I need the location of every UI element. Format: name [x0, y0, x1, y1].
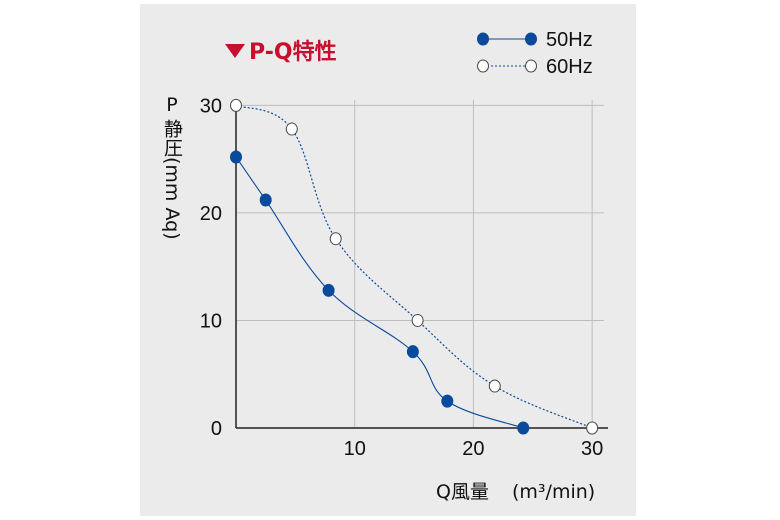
series-point-60hz-4	[488, 379, 501, 393]
y-axis-title-p: P	[166, 94, 177, 116]
axes	[235, 100, 608, 429]
legend-label-60hz: 60Hz	[546, 56, 593, 78]
legend-label-50hz: 50Hz	[546, 29, 593, 51]
y-tick-label-10: 10	[200, 310, 222, 332]
series-line-60hz	[235, 104, 593, 429]
grid-lines	[236, 100, 604, 428]
series-point-50hz-4	[441, 394, 454, 408]
series-point-60hz-0	[230, 98, 242, 112]
x-tick-label-10: 10	[344, 438, 366, 460]
series-point-60hz-2	[329, 232, 342, 246]
series-layer	[230, 98, 599, 435]
series-point-50hz-1	[259, 193, 272, 207]
legend-marker-60hz-1	[525, 59, 537, 73]
series-point-50hz-5	[517, 421, 530, 435]
y-axis-title: 静圧(mm Aq)	[161, 119, 183, 240]
y-tick-label-30: 30	[200, 95, 222, 117]
series-point-60hz-5	[586, 421, 599, 435]
series-point-60hz-3	[411, 313, 424, 327]
chart-title: P-Q特性	[249, 39, 337, 65]
x-axis-unit: (m³/min)	[512, 481, 595, 503]
x-tick-label-20: 20	[462, 438, 484, 460]
x-axis-title: Q風量	[436, 481, 489, 503]
series-point-50hz-0	[230, 150, 242, 164]
title-triangle-marker	[225, 44, 245, 58]
legend-marker-60hz-0	[477, 59, 489, 73]
y-tick-label-0: 0	[211, 418, 222, 440]
series-point-50hz-3	[406, 345, 419, 359]
x-tick-label-30: 30	[581, 438, 603, 460]
series-point-60hz-1	[285, 122, 298, 136]
tick-labels: 0 10 20 30 10 20 30	[200, 95, 604, 460]
series-point-50hz-2	[322, 283, 335, 297]
legend: 50Hz 60Hz	[477, 29, 593, 78]
chart-panel	[140, 4, 636, 516]
legend-marker-50hz-1	[525, 32, 537, 46]
series-line-50hz	[235, 156, 524, 429]
legend-marker-50hz-0	[477, 32, 489, 46]
y-tick-label-20: 20	[200, 203, 222, 225]
